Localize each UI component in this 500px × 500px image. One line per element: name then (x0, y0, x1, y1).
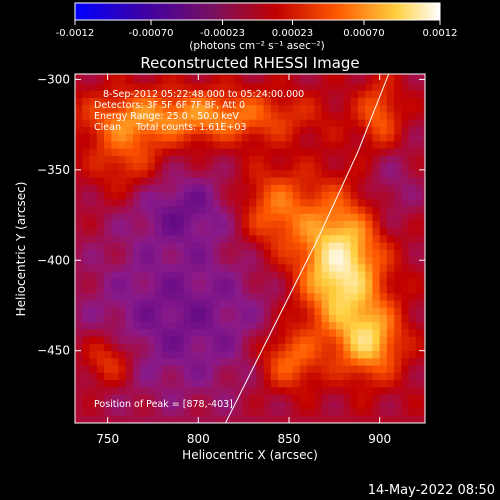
colorbar-tick-label: 0.00023 (272, 28, 313, 39)
x-tick-label: 800 (187, 432, 210, 446)
colorbar-tick-label: -0.00070 (129, 28, 174, 39)
colorbar-frame (74, 2, 441, 21)
colorbar-tick-label: -0.0012 (56, 28, 95, 39)
colorbar-gradient (75, 3, 440, 20)
plot-frame (74, 73, 426, 424)
x-tick-label: 750 (96, 432, 119, 446)
colorbar: -0.0012 -0.00070 -0.00023 0.00023 0.00070 0.0… (56, 2, 458, 52)
chart-title: Reconstructed RHESSI Image (140, 54, 359, 72)
info-energy: Energy Range: 25.0 - 50.0 keV (94, 111, 239, 122)
x-tick-label: 850 (278, 432, 301, 446)
y-axis-label: Heliocentric Y (arcsec) (14, 182, 28, 317)
info-detectors: Detectors: 3F 5F 6F 7F 8F, Att 0 (94, 100, 245, 111)
x-tick-label: 900 (368, 432, 391, 446)
info-peak: Position of Peak = [878,-403] (94, 399, 233, 410)
colorbar-ticks: -0.0012 -0.00070 -0.00023 0.00023 0.00070 0.0… (56, 20, 458, 39)
y-tick-label: −350 (37, 163, 70, 177)
info-time: 8-Sep-2012 05:22:48.000 to 05:24:00.000 (103, 89, 304, 100)
colorbar-tick-label: 0.0012 (423, 28, 458, 39)
solar-limb-curve (225, 74, 390, 423)
y-tick-label: −300 (37, 72, 70, 86)
footer-date: 14-May-2022 08:50 (368, 483, 495, 498)
y-axis-ticks: −300 −350 −400 −450 (37, 72, 425, 358)
x-axis-label: Heliocentric X (arcsec) (182, 448, 318, 462)
info-method: Clean Total counts: 1.61E+03 (94, 122, 246, 133)
x-axis-ticks: 750 800 850 900 (96, 74, 391, 446)
colorbar-units: (photons cm⁻² s⁻¹ asec⁻²) (189, 40, 324, 52)
y-tick-label: −400 (37, 253, 70, 267)
y-tick-label: −450 (37, 344, 70, 358)
colorbar-tick-label: 0.00070 (343, 28, 384, 39)
colorbar-tick-label: -0.00023 (200, 28, 245, 39)
heatmap (75, 74, 425, 423)
info-panel: 8-Sep-2012 05:22:48.000 to 05:24:00.000 … (94, 89, 304, 410)
